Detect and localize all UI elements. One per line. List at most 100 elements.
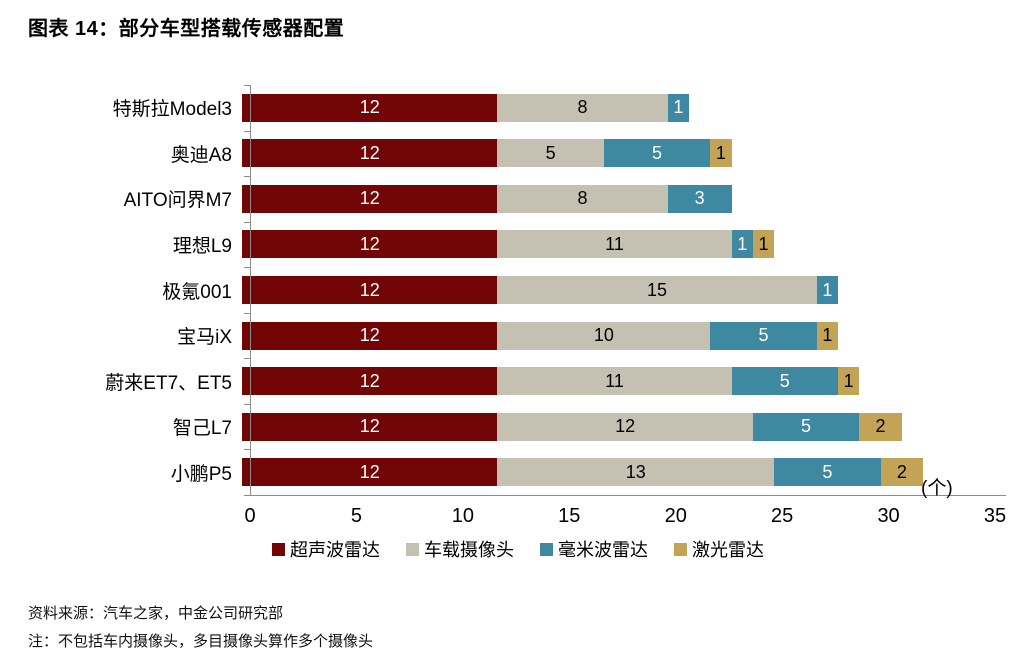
segment-value-label: 8 [577, 97, 588, 118]
y-axis-tick [244, 267, 250, 268]
segment-value-label: 3 [694, 188, 705, 209]
bar-segment-毫米波雷达: 1 [731, 230, 753, 259]
bar-segment-激光雷达: 1 [816, 321, 838, 350]
bar-row: 宝马iX 12 10 5 1 [0, 313, 1036, 359]
legend-item-毫米波雷达: 毫米波雷达 [540, 536, 648, 562]
y-axis-tick [244, 358, 250, 359]
x-axis-tick-label: 35 [983, 505, 1007, 527]
bar-track: 12 13 5 2 [242, 458, 987, 487]
bar-segment-超声波雷达: 12 [242, 458, 498, 487]
segment-value-label: 5 [822, 461, 833, 482]
bar-segment-毫米波雷达: 5 [603, 139, 711, 168]
segment-value-label: 1 [758, 233, 769, 254]
segment-value-label: 12 [359, 416, 380, 437]
bar-segment-车载摄像头: 15 [497, 276, 817, 305]
bar-track: 12 12 5 2 [242, 412, 987, 441]
legend-label: 激光雷达 [692, 540, 764, 560]
category-label: 小鹏P5 [170, 463, 232, 485]
bar-segment-超声波雷达: 12 [242, 139, 498, 168]
bar-track: 12 15 1 [242, 276, 987, 305]
bar-segment-车载摄像头: 8 [497, 93, 668, 122]
x-axis-tick-label: 10 [451, 505, 474, 527]
segment-value-label: 12 [359, 188, 380, 209]
y-axis-tick [244, 404, 250, 405]
x-axis-tick-label: 20 [664, 505, 687, 527]
legend-swatch-icon [540, 542, 553, 556]
segment-value-label: 2 [896, 461, 907, 482]
chart-legend: 超声波雷达 车载摄像头 毫米波雷达 激光雷达 [0, 536, 1036, 562]
bar-row: 极氪001 12 15 1 [0, 267, 1036, 313]
segment-value-label: 12 [359, 279, 380, 300]
bar-segment-超声波雷达: 12 [242, 412, 498, 441]
y-axis-tick [244, 85, 250, 86]
bar-segment-激光雷达: 2 [880, 458, 924, 487]
bar-track: 12 5 5 1 [242, 139, 987, 168]
bar-segment-车载摄像头: 11 [497, 367, 732, 396]
bar-segment-车载摄像头: 13 [497, 458, 775, 487]
segment-value-label: 1 [737, 233, 748, 254]
x-axis-tick-label: 25 [771, 505, 794, 527]
segment-value-label: 8 [577, 188, 588, 209]
segment-value-label: 11 [605, 233, 624, 254]
segment-value-label: 12 [359, 233, 380, 254]
legend-label: 超声波雷达 [290, 540, 380, 560]
bar-segment-车载摄像头: 11 [497, 230, 732, 259]
bar-row: 奥迪A8 12 5 5 1 [0, 131, 1036, 177]
bar-row: 理想L9 12 11 1 1 [0, 222, 1036, 268]
bar-segment-超声波雷达: 12 [242, 230, 498, 259]
segment-value-label: 10 [593, 325, 614, 346]
bar-segment-超声波雷达: 12 [242, 93, 498, 122]
segment-value-label: 12 [615, 416, 636, 437]
segment-value-label: 1 [673, 97, 684, 118]
segment-value-label: 12 [359, 325, 380, 346]
segment-value-label: 15 [647, 279, 668, 300]
category-label: 极氪001 [162, 281, 232, 303]
legend-label: 车载摄像头 [424, 540, 514, 560]
category-label: 宝马iX [177, 327, 232, 349]
x-axis-tick-label: 0 [244, 505, 256, 527]
legend-item-激光雷达: 激光雷达 [674, 536, 764, 562]
bar-segment-毫米波雷达: 5 [752, 412, 860, 441]
segment-value-label: 5 [801, 416, 812, 437]
bar-row: AITO问界M7 12 8 3 [0, 176, 1036, 222]
segment-value-label: 5 [545, 142, 556, 163]
bar-segment-车载摄像头: 12 [497, 412, 753, 441]
segment-value-label: 5 [779, 370, 790, 391]
legend-label: 毫米波雷达 [558, 540, 648, 560]
segment-value-label: 1 [843, 370, 854, 391]
bar-track: 12 11 5 1 [242, 367, 987, 396]
segment-value-label: 5 [652, 142, 663, 163]
bar-segment-激光雷达: 1 [752, 230, 775, 259]
method-note: 注：不包括车内摄像头，多目摄像头算作多个摄像头 [28, 633, 374, 650]
segment-value-label: 12 [359, 97, 380, 118]
bar-segment-激光雷达: 2 [859, 412, 902, 441]
bar-segment-车载摄像头: 10 [497, 321, 711, 350]
segment-value-label: 13 [625, 461, 646, 482]
x-axis-line [250, 495, 1006, 496]
x-axis-tick-label: 15 [558, 505, 581, 527]
segment-value-label: 2 [875, 416, 886, 437]
figure-title: 图表 14：部分车型搭载传感器配置 [28, 18, 345, 40]
y-axis-line [250, 85, 251, 496]
category-label: 奥迪A8 [170, 144, 232, 166]
bar-track: 12 8 3 [242, 184, 987, 213]
bar-row: 蔚来ET7、ET5 12 11 5 1 [0, 358, 1036, 404]
legend-swatch-icon [406, 542, 419, 556]
bar-segment-毫米波雷达: 1 [816, 276, 838, 305]
y-axis-tick [244, 131, 250, 132]
category-label: 特斯拉Model3 [112, 99, 232, 121]
segment-value-label: 1 [822, 325, 833, 346]
bar-segment-超声波雷达: 12 [242, 367, 498, 396]
segment-value-label: 12 [359, 142, 380, 163]
y-axis-tick [244, 495, 250, 496]
x-axis-tick-label: 30 [877, 505, 900, 527]
bar-segment-毫米波雷达: 5 [774, 458, 881, 487]
legend-item-车载摄像头: 车载摄像头 [406, 536, 514, 562]
segment-value-label: 12 [359, 461, 380, 482]
bar-track: 12 10 5 1 [242, 321, 987, 350]
legend-swatch-icon [272, 542, 285, 556]
bar-segment-车载摄像头: 5 [497, 139, 604, 168]
y-axis-tick [244, 449, 250, 450]
segment-value-label: 1 [715, 142, 726, 163]
